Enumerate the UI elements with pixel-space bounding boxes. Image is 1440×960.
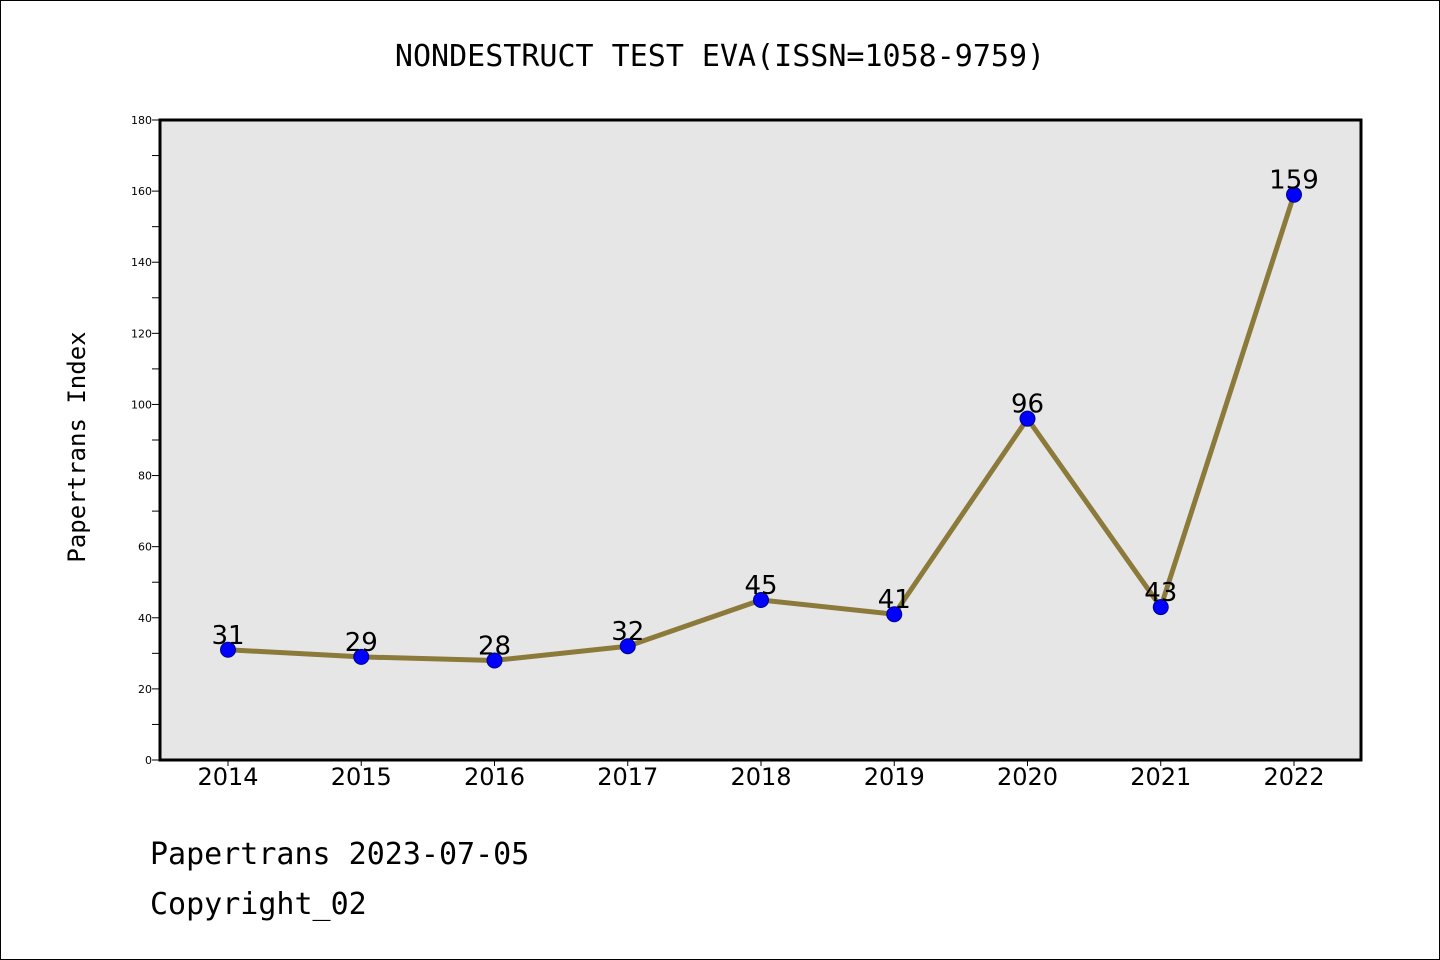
chart-title: NONDESTRUCT TEST EVA(ISSN=1058-9759) <box>395 39 1045 74</box>
data-point <box>486 652 503 669</box>
data-labels: 31 29 28 32 45 41 96 43 159 <box>211 166 1318 662</box>
data-label: 32 <box>611 617 644 647</box>
data-point <box>886 606 903 623</box>
footer-date: Papertrans 2023-07-05 <box>150 837 529 872</box>
x-tick-label: 2016 <box>464 763 525 791</box>
x-tick-label: 2018 <box>730 763 791 791</box>
data-point <box>1019 410 1036 427</box>
y-tick-label: 100 <box>131 398 152 411</box>
data-label: 45 <box>744 571 777 601</box>
y-tick-label: 40 <box>138 612 152 625</box>
footer-copyright: Copyright_02 <box>150 887 367 922</box>
x-tick-label: 2019 <box>864 763 925 791</box>
data-label: 29 <box>345 628 378 658</box>
y-tick-label: 160 <box>131 185 152 198</box>
x-tick-label: 2022 <box>1263 763 1324 791</box>
data-point <box>1286 186 1302 203</box>
y-tick-label: 140 <box>131 256 152 269</box>
plot-area <box>158 118 1363 762</box>
x-tick-label: 2017 <box>597 763 658 791</box>
data-point <box>353 648 370 665</box>
y-tick-label: 80 <box>138 470 152 483</box>
series-group <box>220 186 1302 669</box>
data-point <box>753 592 769 608</box>
x-tick-label: 2020 <box>997 763 1058 791</box>
data-label: 31 <box>211 621 244 651</box>
x-tick-label: 2015 <box>331 763 392 791</box>
y-tick-label: 120 <box>131 327 152 340</box>
y-axis-label: Papertrans Index <box>63 331 91 562</box>
data-label: 159 <box>1269 166 1319 196</box>
data-point <box>1152 599 1169 616</box>
y-tick-label: 20 <box>138 683 152 696</box>
data-label: 41 <box>878 585 911 615</box>
data-label: 28 <box>478 631 511 661</box>
y-tick-label: 0 <box>145 754 152 767</box>
x-axis: 2014 2015 2016 2017 2018 2019 2020 2021 2022 <box>197 760 1325 791</box>
data-label: 96 <box>1011 390 1044 420</box>
x-tick-label: 2021 <box>1130 763 1191 791</box>
y-tick-label: 60 <box>138 541 152 554</box>
x-tick-label: 2014 <box>197 763 258 791</box>
y-tick-label: 180 <box>131 114 152 127</box>
data-point <box>619 638 636 655</box>
y-axis: 0 20 40 60 80 100 120 140 160 180 <box>131 114 160 767</box>
data-point <box>220 641 236 658</box>
data-label: 43 <box>1144 578 1177 608</box>
